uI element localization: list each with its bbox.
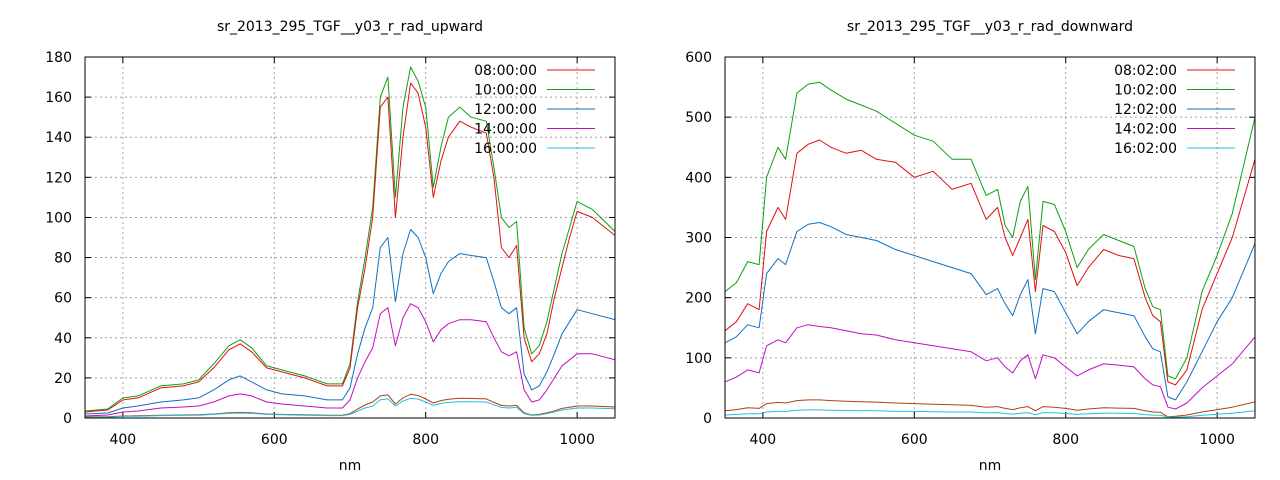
- downward-radiance-chart: sr_2013_295_TGF__y03_r_rad_downward 0 100 2…: [685, 19, 1256, 474]
- legend-label: 14:02:00: [1114, 122, 1177, 138]
- series-line-080000: [85, 82, 615, 413]
- legend-label: 10:00:00: [474, 83, 537, 99]
- y-tick-label: 600: [685, 50, 712, 66]
- legend: 08:02:00 10:02:00 12:02:00 14:02:00 16:02:00: [1114, 63, 1235, 157]
- x-tick-label: 1000: [559, 432, 595, 448]
- legend-label: 08:02:00: [1114, 63, 1177, 79]
- y-tick-label: 20: [54, 371, 72, 387]
- y-tick-label: 0: [703, 411, 712, 427]
- series-line-080200: [725, 139, 1255, 386]
- upward-chart-panel: sr_2013_295_TGF__y03_r_rad_upward 0 20 40 60…: [45, 19, 616, 474]
- chart-title: sr_2013_295_TGF__y03_r_rad_upward: [217, 19, 483, 35]
- series-line-120200: [725, 222, 1255, 401]
- plot-frame: [84, 56, 616, 419]
- upward-radiance-chart: sr_2013_295_TGF__y03_r_rad_upward 0 20 40 60…: [45, 19, 616, 474]
- legend-label: 12:02:00: [1114, 102, 1177, 118]
- y-tick-label: 0: [63, 411, 72, 427]
- y-tick-label: 100: [685, 351, 712, 367]
- series-line-120000: [85, 229, 615, 415]
- legend-label: 16:00:00: [474, 141, 537, 157]
- y-tick-label: 120: [45, 170, 72, 186]
- y-tick-label: 140: [45, 130, 72, 146]
- x-tick-label: 400: [749, 432, 776, 448]
- legend-label: 16:02:00: [1114, 141, 1177, 157]
- x-tick-label: 400: [109, 432, 136, 448]
- y-tick-label: 400: [685, 170, 712, 186]
- series-line-140200: [725, 324, 1255, 410]
- chart-title: sr_2013_295_TGF__y03_r_rad_downward: [847, 19, 1133, 35]
- y-tick-label: 300: [685, 231, 712, 247]
- series-line-100200: [725, 81, 1255, 380]
- legend-label: 14:00:00: [474, 122, 537, 138]
- plot-frame: [724, 56, 1256, 419]
- legend-label: 08:00:00: [474, 63, 537, 79]
- series-line-unlabeled: [85, 393, 615, 418]
- y-tick-label: 200: [685, 291, 712, 307]
- y-tick-label: 80: [54, 251, 72, 267]
- y-tick-label: 60: [54, 291, 72, 307]
- legend: 08:00:00 10:00:00 12:00:00 14:00:00 16:00:00: [474, 63, 595, 157]
- series-line-unlabeled: [725, 399, 1255, 418]
- y-tick-label: 180: [45, 50, 72, 66]
- legend-label: 12:00:00: [474, 102, 537, 118]
- plot-area: [725, 81, 1255, 418]
- series-line-160000: [85, 397, 615, 418]
- x-axis-label: nm: [979, 458, 1002, 474]
- y-tick-label: 160: [45, 90, 72, 106]
- y-tick-label: 100: [45, 210, 72, 226]
- plot-area: [85, 66, 615, 418]
- series-line-160200: [725, 409, 1255, 418]
- x-tick-label: 800: [1052, 432, 1079, 448]
- x-tick-label: 600: [261, 432, 288, 448]
- series-line-140000: [85, 303, 615, 417]
- legend-label: 10:02:00: [1114, 83, 1177, 99]
- x-tick-label: 1000: [1199, 432, 1235, 448]
- x-axis-label: nm: [339, 458, 362, 474]
- x-tick-label: 600: [901, 432, 928, 448]
- downward-chart-panel: sr_2013_295_TGF__y03_r_rad_downward 0 100 2…: [640, 0, 1280, 480]
- series-line-100000: [85, 66, 615, 412]
- y-tick-label: 500: [685, 110, 712, 126]
- y-tick-label: 40: [54, 331, 72, 347]
- x-tick-label: 800: [412, 432, 439, 448]
